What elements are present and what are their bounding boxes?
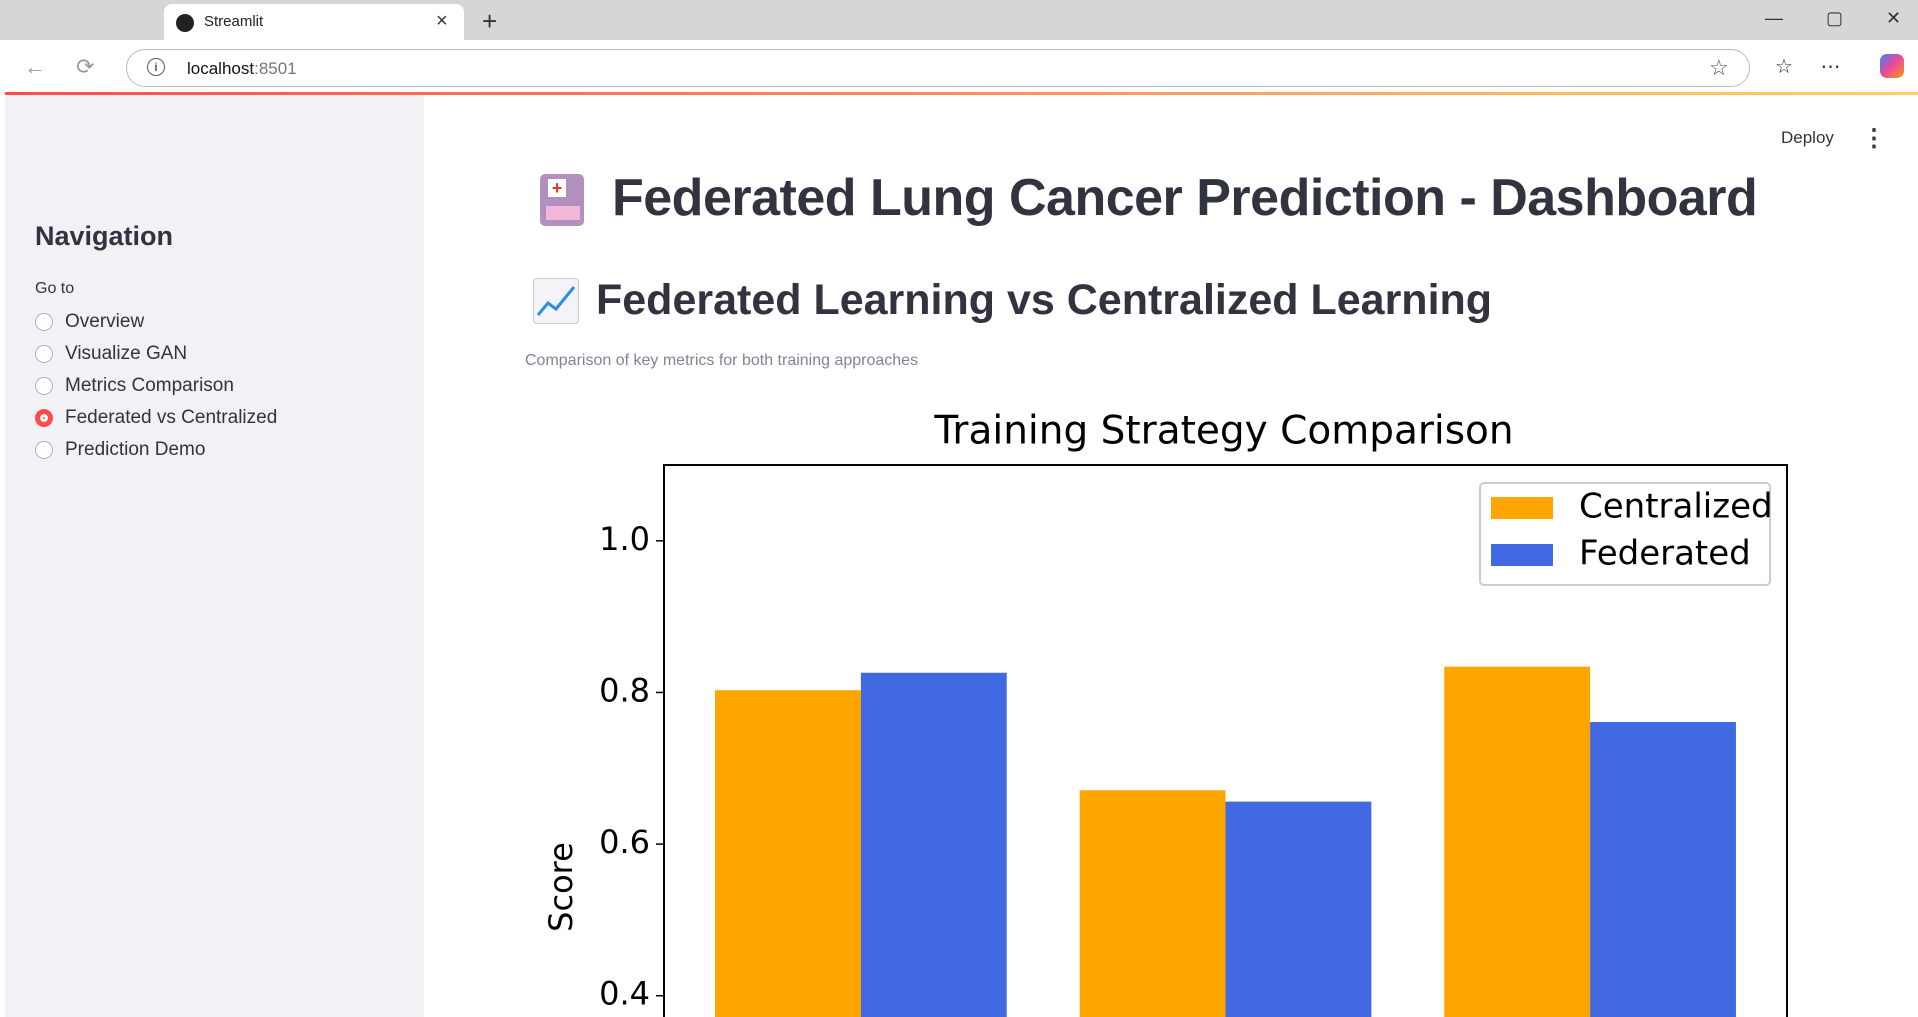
loading-bar — [5, 92, 1918, 95]
legend-swatch — [1491, 544, 1553, 566]
radio-option[interactable]: Prediction Demo — [65, 439, 206, 460]
url-host: localhost — [187, 59, 255, 78]
subheader: Federated Learning vs Centralized Learni… — [596, 276, 1493, 324]
radio-button[interactable] — [35, 377, 53, 395]
tab-title: Streamlit — [204, 13, 264, 30]
chart-title: Training Strategy Comparison — [933, 409, 1513, 454]
deploy-button[interactable]: Deploy — [1781, 128, 1834, 147]
favorite-star[interactable]: ☆ — [1709, 55, 1729, 80]
radio-option[interactable]: Overview — [65, 311, 145, 332]
radio-label: Go to — [35, 280, 75, 297]
radio-button[interactable] — [35, 345, 53, 363]
toolbar-icons[interactable]: ☆ ⋯ — [1775, 56, 1841, 78]
radio-button[interactable] — [35, 409, 53, 427]
sidebar — [5, 95, 424, 1017]
menu-button[interactable]: ⋮ — [1862, 125, 1886, 152]
bar — [1444, 666, 1591, 1017]
info-icon: i — [147, 58, 165, 76]
y-tick-label: 0.4 — [599, 975, 650, 1013]
title-icon: + — [540, 174, 584, 226]
legend-label: Federated — [1579, 534, 1751, 574]
tab-close[interactable]: × — [436, 10, 448, 32]
radio-option[interactable]: Federated vs Centralized — [65, 407, 278, 428]
y-tick-label: 0.8 — [599, 671, 650, 709]
url: localhost:8501 — [187, 59, 297, 79]
address-bar[interactable]: i localhost:8501 ☆ — [126, 49, 1750, 87]
y-tick-label: 0.6 — [599, 823, 650, 861]
tab-icon — [176, 14, 194, 32]
subheader-icon — [533, 278, 579, 324]
radio-button[interactable] — [35, 441, 53, 459]
tab[interactable]: Streamlit × — [164, 4, 464, 40]
caption: Comparison of key metrics for both train… — [525, 352, 919, 369]
chart-emoji — [536, 286, 576, 316]
radio-option[interactable]: Visualize GAN — [65, 343, 188, 364]
bar — [1079, 790, 1226, 1017]
nav-buttons[interactable]: ← ⟳ — [24, 54, 95, 79]
legend-swatch — [1491, 497, 1553, 519]
window-controls[interactable]: — ▢ ✕ — [1765, 8, 1902, 28]
y-tick-label: 1.0 — [599, 520, 650, 558]
bar — [1590, 722, 1736, 1017]
axes-frame — [663, 464, 1788, 1017]
bar — [715, 690, 861, 1017]
radio-option[interactable]: Metrics Comparison — [65, 375, 234, 396]
new-tab[interactable]: + — [482, 6, 498, 36]
bar — [1225, 801, 1372, 1017]
bar — [860, 672, 1007, 1017]
legend-label: Centralized — [1579, 487, 1773, 527]
copilot-icon[interactable] — [1880, 54, 1904, 78]
page-title: Federated Lung Cancer Prediction - Dashb… — [612, 169, 1758, 227]
radio-button[interactable] — [35, 313, 53, 331]
y-axis-label: Score — [542, 842, 580, 932]
sidebar-title: Navigation — [35, 221, 174, 251]
url-port: :8501 — [254, 59, 297, 78]
